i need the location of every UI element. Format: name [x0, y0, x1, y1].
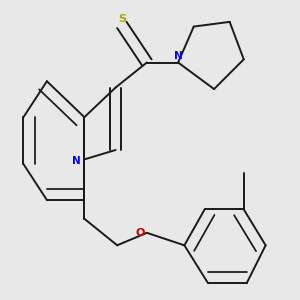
Text: O: O — [136, 228, 145, 238]
Text: N: N — [174, 51, 182, 61]
Text: N: N — [72, 156, 81, 166]
Text: S: S — [118, 14, 126, 24]
